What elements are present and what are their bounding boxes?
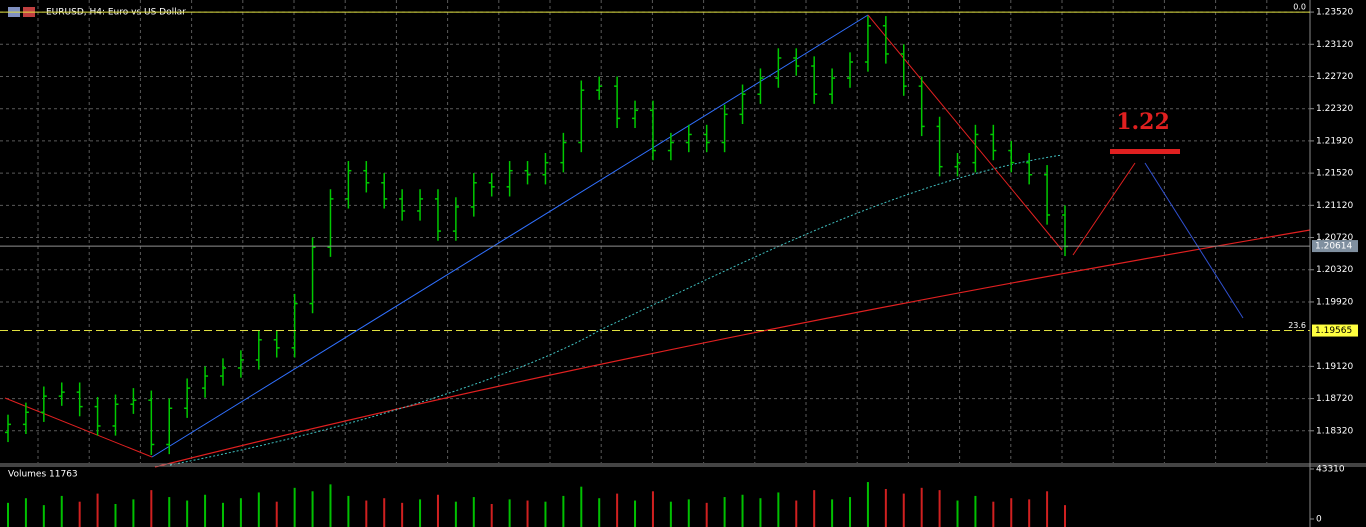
forecast-line [1144, 162, 1244, 319]
volume-bar [508, 499, 511, 527]
trend-line [867, 14, 1063, 251]
moving-average [154, 229, 1311, 468]
price-label-box [1312, 324, 1358, 337]
y-tick-label: 1.22320 [1316, 104, 1353, 114]
volume-bar [204, 494, 207, 527]
fibo-level-label: 0.0 [1293, 3, 1306, 12]
y-tick-label: 1.18720 [1316, 394, 1353, 404]
volume-bar [974, 495, 977, 527]
volume-bar [311, 491, 314, 527]
volume-bar [454, 501, 457, 527]
plot: 1.22 [4, 14, 1311, 468]
trend-line [4, 397, 153, 458]
volume-bar [813, 490, 816, 527]
volume-bar [1010, 498, 1013, 527]
volume-bar [383, 498, 386, 527]
volume-bar [42, 505, 45, 527]
price-label-box [1312, 240, 1358, 253]
volume-bar [436, 494, 439, 527]
y-tick-label: 1.23120 [1316, 40, 1353, 50]
volume-bar [992, 501, 995, 527]
annotation: 1.22 [1116, 109, 1170, 135]
volume-bar [759, 498, 762, 527]
volume-bar [419, 499, 422, 527]
volume-bar [902, 493, 905, 527]
y-tick-label: 1.21120 [1316, 201, 1353, 211]
volume-bar [580, 486, 583, 527]
volume-bar [938, 490, 941, 527]
volume-bar [1064, 505, 1066, 527]
grid [0, 0, 1310, 463]
volume-bar [275, 501, 278, 527]
y-tick-label: 1.20720 [1316, 233, 1353, 243]
volume-bar [221, 502, 224, 527]
volume-bar [687, 499, 690, 527]
volume-bar [956, 500, 959, 527]
price-label: 1.19565 [1315, 326, 1352, 336]
volume-bar [132, 499, 135, 527]
volume-bar [329, 484, 332, 527]
volume-bar [562, 495, 565, 527]
volume-tick-label: 0 [1316, 515, 1322, 525]
volume-bar [239, 498, 242, 527]
volume-bar [723, 497, 726, 527]
volume-bar [78, 501, 81, 527]
volume-bar [150, 490, 153, 527]
volume-bar [544, 501, 547, 527]
y-tick-label: 1.21920 [1316, 136, 1353, 146]
volume-bar [347, 495, 350, 527]
volume-bar [365, 500, 368, 527]
y-tick-label: 1.22720 [1316, 72, 1353, 82]
volume-tick-label: 43310 [1316, 465, 1345, 475]
volume-bar [24, 498, 27, 527]
y-tick-label: 1.19920 [1316, 297, 1353, 307]
volume-bar [490, 503, 493, 527]
y-tick-label: 1.19120 [1316, 362, 1353, 372]
moving-average [169, 154, 1063, 466]
volume-bar [526, 500, 529, 527]
volume-bar [7, 502, 9, 527]
volume-bar [168, 497, 171, 527]
y-tick-label: 1.18320 [1316, 426, 1353, 436]
fibo-level-label: 23.6 [1288, 321, 1306, 330]
volume-bar [96, 493, 99, 527]
volume-bar [616, 493, 619, 527]
volume-bar [186, 500, 189, 527]
volume-bar [831, 499, 834, 527]
y-tick-label: 1.20320 [1316, 265, 1353, 275]
volume-bar [651, 491, 654, 527]
volume-bar [634, 500, 637, 527]
volume-title: Volumes 11763 [8, 470, 78, 480]
volume-bar [472, 497, 475, 527]
volume-bar [705, 502, 708, 527]
volume-bar [257, 492, 260, 527]
volume-bar [849, 497, 852, 527]
volume-bar [114, 503, 117, 527]
y-tick-label: 1.21520 [1316, 169, 1353, 179]
volume-bar [795, 500, 798, 527]
volume-bar [1046, 491, 1049, 527]
target-bar [1110, 149, 1180, 154]
volume-bar [60, 495, 63, 527]
trend-line [151, 14, 869, 458]
volume-bar [1028, 499, 1031, 527]
volume-bar [669, 501, 672, 527]
volume-bar [777, 492, 780, 527]
volume-bar [866, 482, 869, 527]
volume-bar [598, 498, 601, 527]
volume-bar [401, 502, 404, 527]
volume-bar [884, 488, 887, 527]
forecast-line [1072, 162, 1136, 256]
volume-bar [293, 487, 296, 527]
volume-bar [741, 494, 744, 527]
y-tick-label: 1.23520 [1316, 8, 1353, 18]
price-label: 1.20614 [1315, 242, 1352, 252]
volume-bar [920, 487, 923, 527]
